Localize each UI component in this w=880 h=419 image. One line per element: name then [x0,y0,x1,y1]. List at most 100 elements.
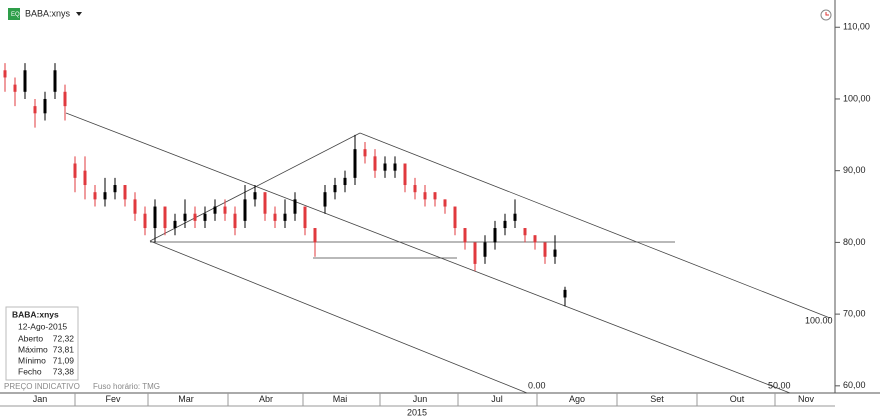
candle-body [263,192,267,214]
candle-body [413,185,417,193]
icon-text: EQ [11,12,20,18]
candle-body [503,220,507,229]
candle-body [453,206,457,229]
candle-body [233,213,237,229]
candle-body [173,220,177,229]
candle-body [223,206,227,214]
info-value: 73,81 [53,344,75,354]
candle-body [93,192,97,200]
info-box: BABA:xnys 12-Ago-2015 Aberto 72,32 Máxim… [5,306,79,381]
trend-line [359,132,831,319]
info-date: 12-Ago-2015 [18,321,67,331]
y-tick-label: 90,00 [843,165,866,175]
candle-body [33,106,37,114]
x-tick-label: Mar [178,394,194,404]
candle-body [133,199,137,214]
candle-body [163,206,167,229]
candle-body [293,199,297,214]
candle-body [333,185,337,193]
info-label: Aberto [18,333,43,343]
candle-body [73,163,77,178]
candle-body [213,206,217,214]
candle-body [423,192,427,200]
x-tick-label: Set [650,394,664,404]
candle-body [343,177,347,186]
candle-body [323,192,327,207]
candle-body [183,213,187,221]
annotation: 100.00 [805,315,833,325]
candle-body [463,228,467,243]
candle-body [373,156,377,171]
candle-body [473,242,477,264]
candle-body [433,192,437,200]
x-tick-label: Jun [413,394,428,404]
candle-body [303,206,307,229]
x-tick-label: Mai [333,394,348,404]
candle-body [193,213,197,221]
footer-timezone: Fuso horário: TMG [93,382,160,391]
candle-body [443,199,447,207]
candle-body [123,185,127,200]
symbol-title[interactable]: BABA:xnys [25,8,71,18]
candle-body [533,235,537,243]
x-tick-label: Abr [259,394,273,404]
annotation: 0.00 [528,380,546,390]
info-label: Máximo [18,344,48,354]
candle-body [153,206,157,229]
symbol-icon[interactable] [8,8,20,20]
x-tick-label: Out [730,394,745,404]
x-tick-label: Fev [105,394,121,404]
candle-body [513,213,517,221]
candle-body [103,192,107,200]
candle-body [403,163,407,186]
x-tick-label: Nov [798,394,815,404]
annotation: 50.00 [768,380,791,390]
y-tick-label: 80,00 [843,237,866,247]
dropdown-arrow[interactable] [76,12,82,16]
year-label: 2015 [407,407,427,417]
candle-body [203,213,207,221]
candle-body [53,70,57,92]
y-tick-label: 70,00 [843,308,866,318]
info-label: Mínimo [18,355,46,365]
footer-note: PREÇO INDICATIVO [4,382,80,391]
candle-body [3,70,7,78]
candle-body [273,213,277,221]
x-tick-label: Jul [491,394,503,404]
candle-body [283,213,287,221]
y-tick-label: 100,00 [843,93,871,103]
candle-body [353,149,357,178]
candle-body [543,242,547,257]
candle-body [253,192,257,200]
info-value: 73,38 [53,366,75,376]
candle-body [113,185,117,193]
y-tick-label: 60,00 [843,380,866,390]
candle-body [483,242,487,257]
candle-body [63,91,67,107]
candle-body [83,170,87,186]
info-symbol: BABA:xnys [12,309,59,319]
trend-line [149,240,528,394]
candle-body [143,213,147,229]
clock-hand [825,12,829,16]
info-value: 72,32 [53,333,75,343]
candle-body [313,228,317,243]
candle-body [563,289,567,298]
x-tick-label: Jan [33,394,48,404]
candle-body [23,70,27,92]
candle-body [13,84,17,92]
candle-body [393,163,397,171]
candle-body [553,249,557,257]
info-value: 71,09 [53,355,75,365]
candle-body [243,199,247,221]
trend-lines [65,112,831,394]
trend-line [65,112,791,394]
candle-body [43,98,47,114]
candle-body [493,228,497,243]
y-tick-label: 110,00 [843,22,870,32]
x-tick-label: Ago [569,394,585,404]
candle-body [383,163,387,171]
candle-body [523,228,527,236]
